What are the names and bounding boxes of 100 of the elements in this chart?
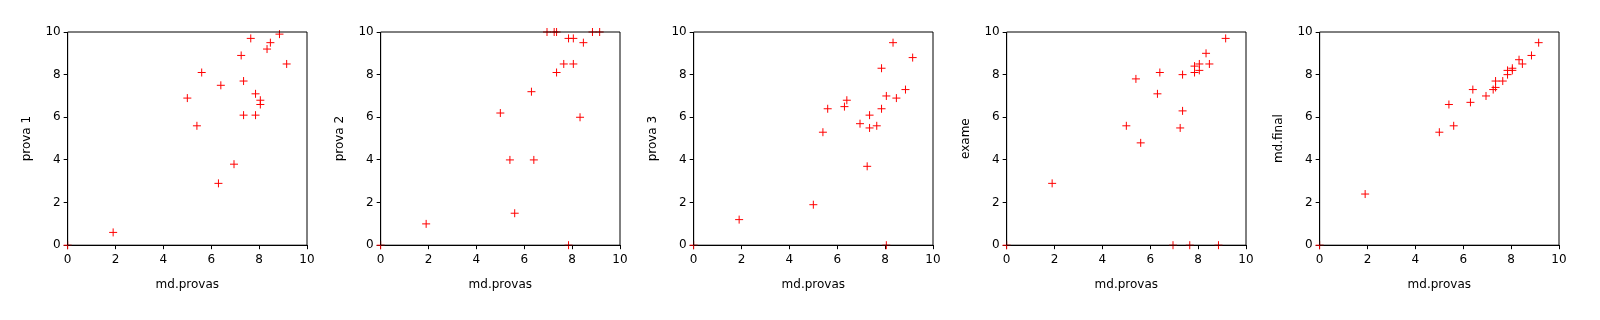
point <box>1444 99 1454 109</box>
point <box>1517 59 1527 69</box>
point <box>274 29 284 39</box>
x-tick-label: 10 <box>299 251 315 266</box>
point <box>246 33 256 43</box>
point <box>818 127 828 137</box>
y-tick-label: 10 <box>984 24 1000 39</box>
x-tick-label: 4 <box>472 251 481 266</box>
point <box>1468 85 1478 95</box>
x-tick-label: 6 <box>833 251 842 266</box>
y-tick-label: 4 <box>992 152 1000 167</box>
point <box>877 104 887 114</box>
point <box>262 44 272 54</box>
point <box>1221 33 1231 43</box>
point <box>865 123 875 133</box>
point <box>282 59 292 69</box>
point <box>1360 189 1370 199</box>
point <box>495 108 505 118</box>
point <box>229 159 239 169</box>
point <box>568 33 578 43</box>
point <box>888 38 898 48</box>
point <box>877 63 887 73</box>
y-tick-label: 10 <box>45 24 61 39</box>
point <box>872 121 882 131</box>
point <box>239 76 249 86</box>
point <box>1194 59 1204 69</box>
point <box>510 208 520 218</box>
point <box>1194 65 1204 75</box>
point <box>552 68 562 78</box>
point <box>251 110 261 120</box>
point <box>1491 76 1501 86</box>
point <box>823 104 833 114</box>
point <box>842 95 852 105</box>
point <box>855 119 865 129</box>
point <box>1449 121 1459 131</box>
point <box>839 102 849 112</box>
y-tick-label: 10 <box>358 24 374 39</box>
y-tick-label: 4 <box>366 152 374 167</box>
y-tick-label: 10 <box>1297 24 1313 39</box>
y-tick-label: 8 <box>992 66 1000 81</box>
x-axis-title: md.provas <box>155 276 220 291</box>
x-tick-label: 6 <box>1146 251 1155 266</box>
point <box>1047 178 1057 188</box>
y-tick-label: 6 <box>679 109 687 124</box>
point <box>505 155 515 165</box>
point <box>559 59 569 69</box>
x-tick-label: 0 <box>1315 251 1324 266</box>
y-tick-label: 0 <box>1305 237 1313 252</box>
point <box>1434 127 1444 137</box>
y-axis-title: prova 2 <box>332 115 347 162</box>
y-tick-label: 2 <box>53 194 61 209</box>
x-tick-label: 6 <box>207 251 216 266</box>
y-tick-label: 8 <box>53 66 61 81</box>
point <box>421 219 431 229</box>
y-tick-label: 2 <box>992 194 1000 209</box>
y-tick-label: 6 <box>1305 109 1313 124</box>
y-tick-label: 4 <box>1305 152 1313 167</box>
x-tick-label: 2 <box>1363 251 1372 266</box>
y-axis-title: exame <box>958 118 973 159</box>
point <box>1175 123 1185 133</box>
point <box>1465 97 1475 107</box>
x-axis-title: md.provas <box>781 276 846 291</box>
y-tick-label: 4 <box>53 152 61 167</box>
point <box>239 110 249 120</box>
y-tick-label: 6 <box>53 109 61 124</box>
x-tick-label: 0 <box>689 251 698 266</box>
x-tick-label: 10 <box>1238 251 1254 266</box>
y-tick-label: 0 <box>679 237 687 252</box>
point <box>865 110 875 120</box>
x-tick-label: 2 <box>424 251 433 266</box>
y-axis-title: prova 1 <box>19 115 34 162</box>
point <box>1178 106 1188 116</box>
x-tick-label: 8 <box>255 251 263 266</box>
y-tick-label: 10 <box>671 24 687 39</box>
point <box>1136 138 1146 148</box>
point <box>734 215 744 225</box>
point <box>255 99 265 109</box>
x-tick-label: 2 <box>1050 251 1059 266</box>
y-tick-label: 2 <box>679 194 687 209</box>
x-tick-label: 6 <box>1459 251 1468 266</box>
y-axis-title: md.final <box>1271 114 1286 164</box>
x-tick-label: 0 <box>1002 251 1011 266</box>
y-tick-label: 6 <box>992 109 1000 124</box>
point <box>891 93 901 103</box>
x-axis-title: md.provas <box>1094 276 1159 291</box>
point <box>808 200 818 210</box>
point <box>1121 121 1131 131</box>
x-tick-label: 6 <box>520 251 529 266</box>
point <box>1131 74 1141 84</box>
point <box>1201 48 1211 58</box>
x-tick-label: 0 <box>63 251 72 266</box>
point <box>1178 70 1188 80</box>
y-tick-label: 6 <box>366 109 374 124</box>
y-tick-label: 8 <box>366 66 374 81</box>
point <box>1190 61 1200 71</box>
point <box>1152 89 1162 99</box>
point <box>1534 38 1544 48</box>
point <box>529 155 539 165</box>
point <box>526 87 536 97</box>
point <box>197 68 207 78</box>
